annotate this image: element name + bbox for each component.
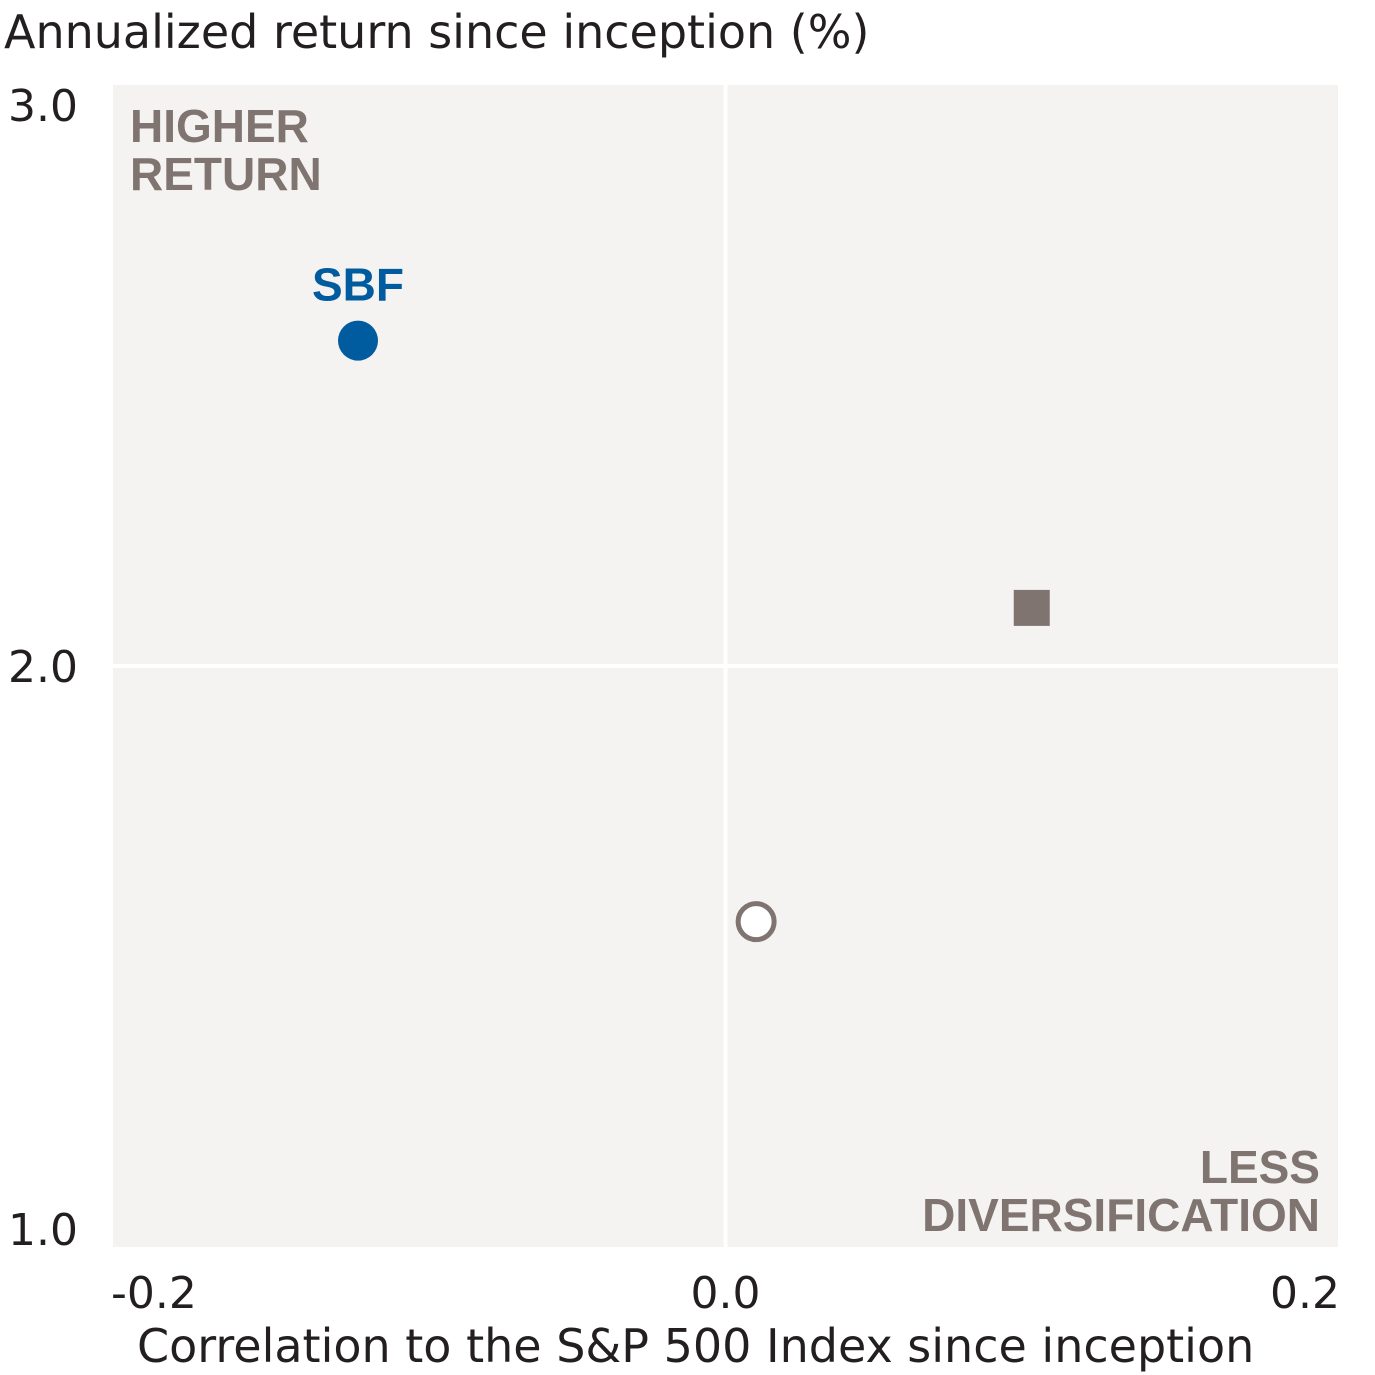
- corner-label-return: RETURN: [130, 148, 322, 200]
- data-point-series-2: [1013, 589, 1050, 626]
- x-axis-title: Correlation to the S&P 500 Index since i…: [137, 1319, 1254, 1373]
- x-tick-label: 0.0: [691, 1268, 761, 1319]
- x-tick-label: 0.2: [1270, 1268, 1340, 1319]
- y-tick-label: 3.0: [8, 81, 78, 132]
- corner-label-diversification: DIVERSIFICATION: [922, 1189, 1320, 1241]
- y-axis-title: Annualized return since inception (%): [4, 5, 869, 59]
- data-label-sbf: SBF: [312, 259, 404, 311]
- y-tick-label: 2.0: [8, 642, 78, 693]
- y-tick-label: 1.0: [8, 1205, 78, 1256]
- data-point-series-3: [735, 901, 777, 943]
- x-tick-label: -0.2: [111, 1268, 197, 1319]
- data-point-sbf: [338, 320, 378, 361]
- corner-label-higher: HIGHER: [130, 100, 309, 152]
- corner-label-less: LESS: [1200, 1141, 1320, 1193]
